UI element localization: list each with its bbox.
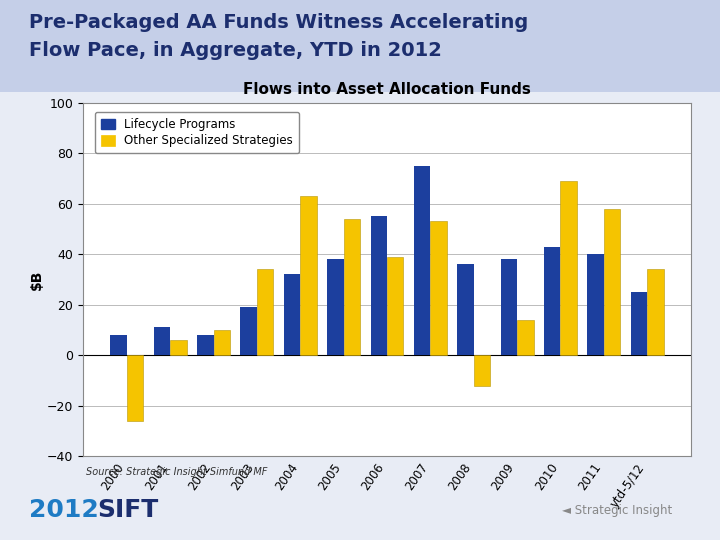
Legend: Lifecycle Programs, Other Specialized Strategies: Lifecycle Programs, Other Specialized St… xyxy=(95,112,299,153)
Bar xyxy=(127,355,143,421)
Bar xyxy=(431,221,447,355)
Bar xyxy=(604,208,620,355)
Text: Source: Strategic Insight Simfund MF: Source: Strategic Insight Simfund MF xyxy=(86,467,268,477)
Bar xyxy=(197,335,214,355)
Text: Flow Pace, in Aggregate, YTD in 2012: Flow Pace, in Aggregate, YTD in 2012 xyxy=(29,40,441,59)
Text: ◄ Strategic Insight: ◄ Strategic Insight xyxy=(562,504,672,517)
Bar xyxy=(300,196,317,355)
Bar xyxy=(154,327,170,355)
Bar xyxy=(327,259,343,355)
Bar xyxy=(214,330,230,355)
Bar xyxy=(588,254,604,355)
Bar xyxy=(560,181,577,355)
Bar xyxy=(631,292,647,355)
Bar xyxy=(544,247,560,355)
Bar xyxy=(387,256,403,355)
Bar xyxy=(110,335,127,355)
Bar xyxy=(257,269,274,355)
Text: SIFT: SIFT xyxy=(97,498,158,522)
Bar xyxy=(284,274,300,355)
Y-axis label: $B: $B xyxy=(30,269,44,289)
Bar xyxy=(457,264,474,355)
Text: 2012: 2012 xyxy=(29,498,99,522)
Bar xyxy=(500,259,517,355)
Bar xyxy=(474,355,490,386)
Bar xyxy=(343,219,360,355)
Text: Pre-Packaged AA Funds Witness Accelerating: Pre-Packaged AA Funds Witness Accelerati… xyxy=(29,14,528,32)
Bar xyxy=(240,307,257,355)
Bar xyxy=(517,320,534,355)
Title: Flows into Asset Allocation Funds: Flows into Asset Allocation Funds xyxy=(243,82,531,97)
Bar xyxy=(647,269,664,355)
Bar xyxy=(414,166,431,355)
Bar xyxy=(371,217,387,355)
Bar xyxy=(170,340,186,355)
